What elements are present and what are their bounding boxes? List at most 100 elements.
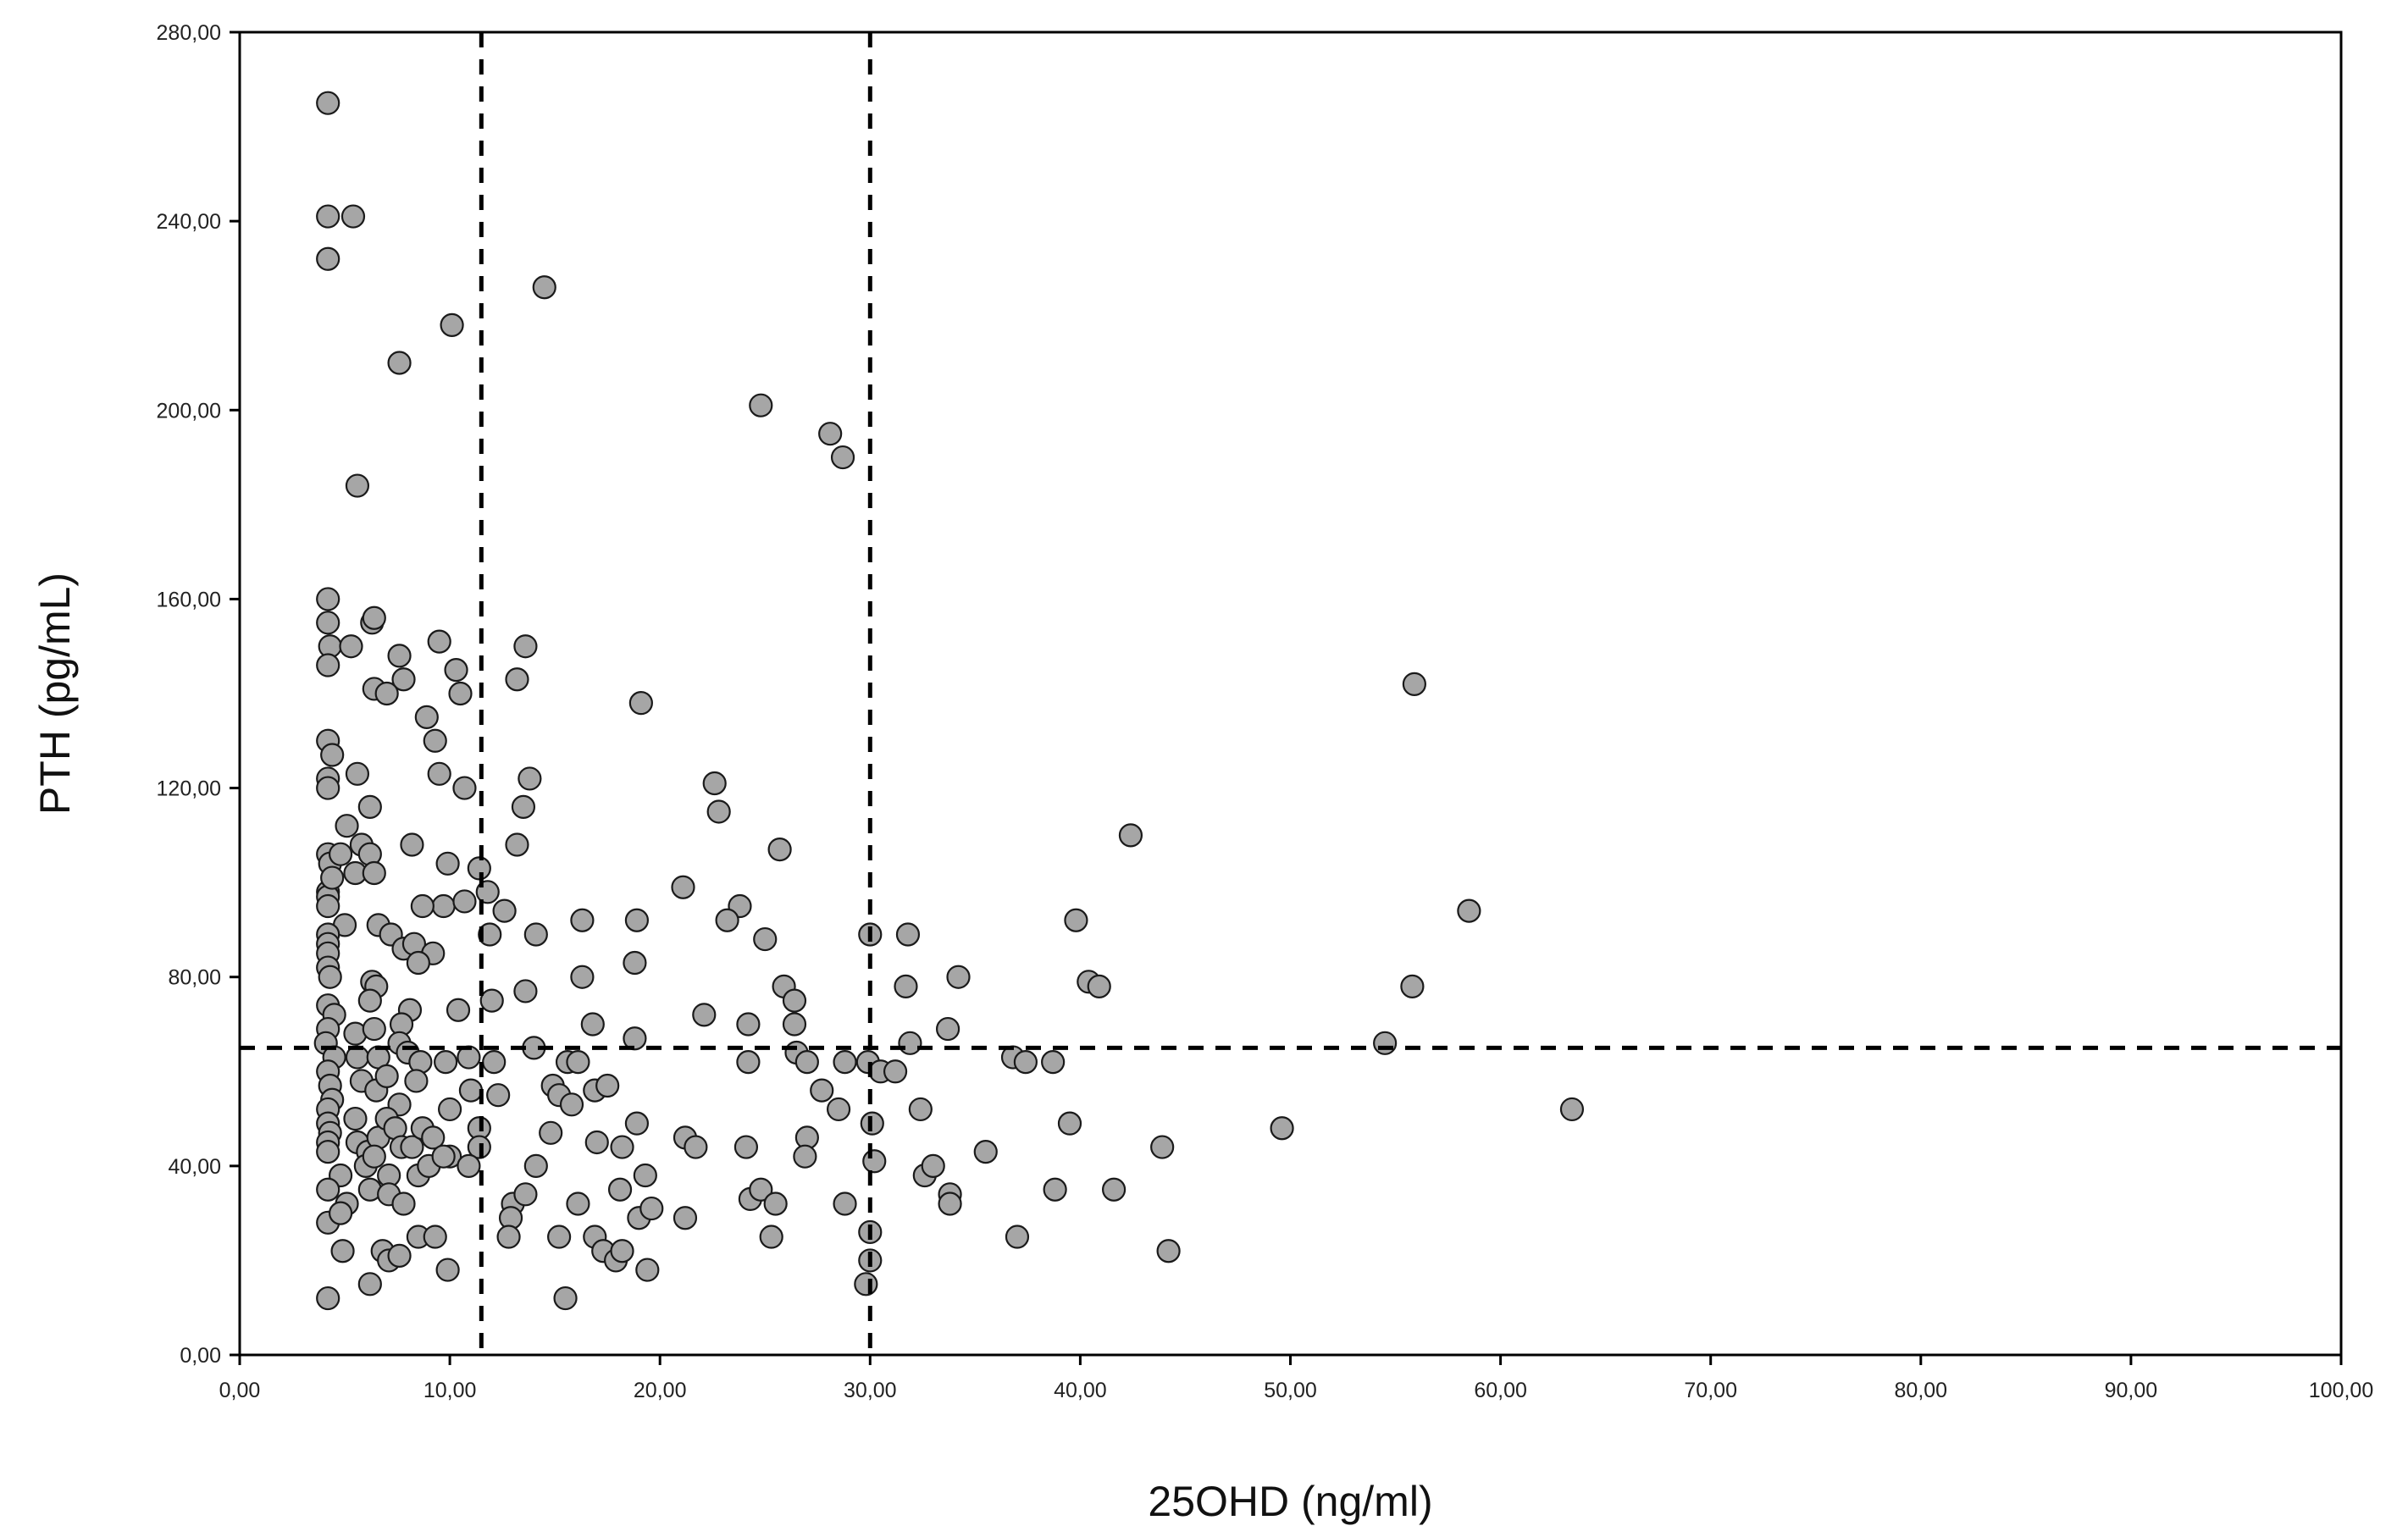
reference-lines	[240, 32, 2341, 1355]
data-point	[316, 246, 340, 271]
data-point	[427, 761, 451, 786]
data-point	[434, 1050, 458, 1075]
data-point	[1150, 1135, 1175, 1159]
x-tick-label: 10,00	[423, 1379, 477, 1402]
data-point	[763, 1191, 788, 1216]
data-point	[749, 393, 773, 417]
data-point	[673, 1206, 698, 1230]
data-point	[404, 1069, 429, 1093]
data-point	[610, 1239, 634, 1263]
data-point	[566, 1191, 590, 1216]
data-point	[316, 91, 340, 115]
data-point	[894, 974, 918, 998]
data-point	[406, 950, 430, 976]
data-point	[639, 1196, 664, 1221]
data-point	[316, 776, 340, 800]
x-tick-label: 70,00	[1684, 1379, 1737, 1402]
data-point	[793, 1144, 817, 1169]
data-point	[518, 766, 542, 791]
data-point	[595, 1073, 620, 1098]
x-tick-label: 0,00	[219, 1379, 261, 1402]
data-point	[452, 776, 477, 800]
y-tick-label: 200,00	[157, 399, 221, 423]
data-point	[414, 705, 439, 729]
data-point	[357, 794, 382, 819]
data-point	[633, 1163, 657, 1188]
data-point	[330, 1239, 355, 1263]
data-point	[759, 1225, 783, 1249]
data-point	[448, 681, 473, 706]
data-point	[1043, 1177, 1067, 1202]
data-point	[328, 1201, 353, 1225]
data-point	[671, 875, 695, 899]
tick-marks	[230, 30, 2343, 1365]
data-point	[1270, 1116, 1294, 1141]
data-point	[935, 1016, 960, 1042]
y-tick-label: 40,00	[168, 1155, 221, 1179]
data-point	[318, 965, 342, 989]
data-point	[715, 908, 739, 932]
data-point	[400, 1135, 424, 1159]
data-point	[421, 1125, 446, 1150]
data-point	[908, 1097, 933, 1122]
data-point	[736, 1050, 761, 1075]
data-point	[635, 1258, 660, 1282]
data-point	[458, 1078, 484, 1103]
data-point	[566, 1050, 590, 1075]
data-point	[362, 605, 386, 630]
data-point	[782, 988, 807, 1013]
data-point	[898, 1031, 922, 1055]
data-point	[362, 1016, 386, 1042]
data-point	[400, 832, 424, 857]
data-point	[570, 965, 595, 989]
data-point	[345, 473, 370, 498]
data-point	[423, 728, 447, 753]
data-point	[702, 771, 727, 796]
data-point	[357, 1272, 382, 1296]
data-point	[767, 837, 792, 862]
data-point	[607, 1177, 633, 1202]
data-point	[973, 1140, 998, 1164]
data-point	[387, 351, 412, 375]
data-points	[313, 91, 1585, 1311]
y-tick-label: 240,00	[157, 210, 221, 234]
y-tick-label: 160,00	[157, 588, 221, 611]
y-tick-label: 280,00	[157, 21, 221, 45]
data-point	[410, 893, 435, 919]
data-point	[374, 681, 399, 706]
data-point	[523, 922, 548, 947]
data-point	[387, 644, 412, 668]
x-tick-label: 90,00	[2105, 1379, 2158, 1402]
data-point	[628, 691, 653, 716]
data-point	[1064, 908, 1088, 932]
data-point	[340, 204, 366, 229]
data-point	[810, 1078, 834, 1103]
data-point	[316, 1285, 340, 1311]
data-point	[335, 814, 359, 838]
y-tick-label: 120,00	[157, 777, 221, 801]
data-point	[1013, 1050, 1038, 1075]
data-point	[1156, 1239, 1181, 1263]
data-point	[570, 908, 595, 932]
data-point	[706, 799, 731, 824]
data-point	[921, 1153, 945, 1178]
data-point	[733, 1135, 759, 1159]
x-tick-labels: 0,00 10,00 20,00 30,00 40,00 50,00 60,00 70,00 8…	[219, 1379, 2374, 1402]
x-tick-label: 40,00	[1054, 1379, 1107, 1402]
data-point	[1559, 1097, 1585, 1122]
data-point	[532, 275, 556, 300]
y-tick-labels: 0,00 40,00 80,00 120,00 160,00 200,00 240,00 28…	[157, 21, 221, 1368]
x-tick-label: 50,00	[1264, 1379, 1317, 1402]
data-point	[862, 1149, 887, 1174]
y-tick-label: 0,00	[180, 1344, 221, 1368]
data-point	[624, 1111, 650, 1136]
data-point	[391, 667, 416, 692]
data-point	[505, 667, 529, 692]
x-tick-label: 100,00	[2309, 1379, 2373, 1402]
data-point	[446, 998, 471, 1022]
data-point	[938, 1191, 962, 1216]
data-point	[316, 611, 340, 635]
data-point	[624, 908, 650, 932]
data-point	[431, 1144, 456, 1169]
data-point	[826, 1097, 851, 1122]
